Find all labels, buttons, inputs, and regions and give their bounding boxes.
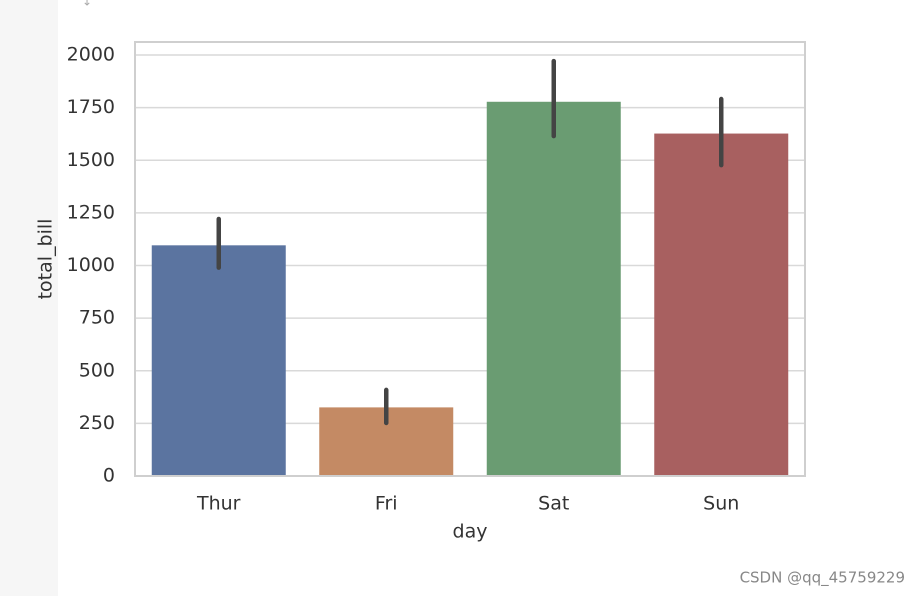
axes-frame: [134, 41, 806, 477]
x-tick-label: Thur: [196, 493, 241, 515]
chart: 0 250 500 750 1000 1250 1500 1750 2000 day total_b…: [35, 41, 806, 543]
x-tick-label: Sat: [538, 493, 569, 515]
bar: [654, 133, 789, 476]
y-tick-label: 750: [79, 307, 115, 329]
watermark: CSDN @qq_45759229: [740, 569, 905, 588]
y-tick-label: 250: [79, 412, 115, 434]
side-strip: [0, 0, 58, 596]
y-tick-label: 1250: [67, 201, 115, 223]
y-tick-label: 1000: [67, 254, 115, 276]
y-tick-label: 2000: [67, 44, 115, 66]
y-tick-label: 0: [103, 465, 115, 487]
y-tick-label: 500: [79, 359, 115, 381]
x-tick-label: Sun: [703, 493, 739, 515]
y-tick-label: 1750: [67, 96, 115, 118]
y-axis-label: total_bill: [35, 219, 57, 300]
x-tick-label: Fri: [375, 493, 398, 515]
y-tick-label: 1500: [67, 149, 115, 171]
bar: [486, 101, 621, 477]
x-axis-label: day: [453, 521, 488, 543]
bar: [151, 245, 286, 476]
arrow-icon: ↓: [82, 0, 92, 9]
